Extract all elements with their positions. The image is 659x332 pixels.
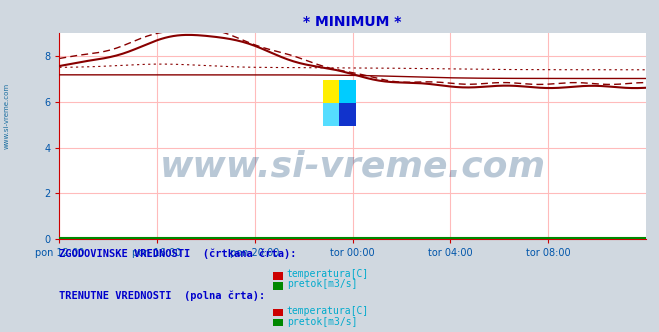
Text: ZGODOVINSKE VREDNOSTI  (črtkana črta):: ZGODOVINSKE VREDNOSTI (črtkana črta): bbox=[59, 249, 297, 259]
Bar bbox=[339, 80, 356, 103]
Bar bbox=[323, 80, 339, 103]
Text: temperatura[C]: temperatura[C] bbox=[287, 306, 369, 316]
Text: TRENUTNE VREDNOSTI  (polna črta):: TRENUTNE VREDNOSTI (polna črta): bbox=[59, 290, 266, 301]
Bar bbox=[323, 103, 339, 126]
Text: pretok[m3/s]: pretok[m3/s] bbox=[287, 279, 357, 289]
Text: www.si-vreme.com: www.si-vreme.com bbox=[3, 83, 9, 149]
Title: * MINIMUM *: * MINIMUM * bbox=[303, 15, 402, 29]
Text: temperatura[C]: temperatura[C] bbox=[287, 269, 369, 279]
Text: www.si-vreme.com: www.si-vreme.com bbox=[159, 150, 546, 184]
Bar bbox=[339, 103, 356, 126]
Text: pretok[m3/s]: pretok[m3/s] bbox=[287, 317, 357, 327]
